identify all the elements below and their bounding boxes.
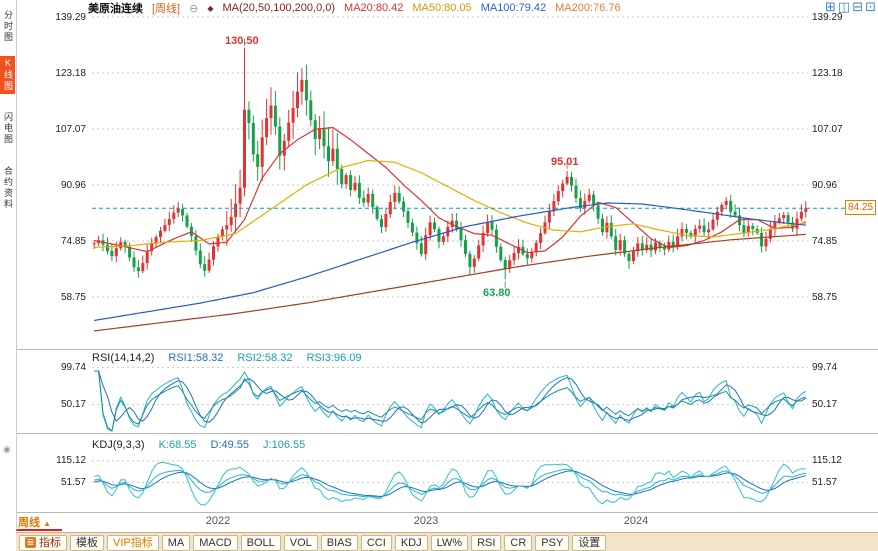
layout-vsplit-icon[interactable]: ◫: [837, 0, 851, 14]
price-axis-label: 123.18: [812, 68, 843, 79]
rsi-axis-label: 99.74: [60, 362, 86, 373]
period-underline: [16, 529, 62, 531]
rsi1-value: RSI1:58.32: [168, 352, 224, 364]
rsi-axis-label: 50.17: [812, 399, 838, 410]
tab-settings[interactable]: 设置: [572, 534, 607, 551]
period-text: 周线: [18, 517, 40, 529]
sidebar-item-kline-chart[interactable]: K线图: [0, 56, 15, 94]
kdj-title[interactable]: KDJ(9,3,3): [92, 439, 145, 451]
rsi3-value: RSI3:96.09: [306, 352, 362, 364]
price-axis-label: 58.75: [60, 292, 86, 303]
kdj-legend: KDJ(9,3,3) K:68.55 D:49.55 J:106.55: [92, 439, 305, 451]
price-axis-label: 74.85: [812, 236, 838, 247]
layout-single-icon[interactable]: ⊡: [865, 0, 876, 14]
ma50-value: MA50:80.05: [412, 2, 472, 14]
rsi-axis-label: 50.17: [60, 399, 86, 410]
tab-vip-indicator[interactable]: VIP指标: [107, 534, 159, 551]
ma200-value: MA200:76.76: [555, 2, 621, 14]
price-axis-label: 107.07: [55, 124, 86, 135]
kdj-axis-label: 51.57: [60, 477, 86, 488]
tab-template[interactable]: 模板: [70, 534, 104, 551]
d-value: D:49.55: [210, 439, 250, 451]
period-arrow-icon: ▲: [43, 519, 51, 528]
panel-separator: [16, 433, 878, 434]
price-axis-label: 139.29: [812, 12, 843, 23]
tab-vol[interactable]: VOL: [283, 534, 318, 551]
ma100-value: MA100:79.42: [480, 2, 547, 14]
tab-rsi[interactable]: RSI: [471, 534, 502, 551]
price-axis-label: 107.07: [812, 124, 843, 135]
secondary-high-annotation: 95.01: [551, 156, 579, 168]
rsi-axis-label: 99.74: [812, 362, 838, 373]
tab-kdj[interactable]: KDJ: [394, 534, 428, 551]
price-axis-label: 74.85: [60, 236, 86, 247]
rsi2-value: RSI2:58.32: [237, 352, 293, 364]
year-label: 2022: [205, 515, 231, 527]
period-selector[interactable]: 周线 ▲: [18, 514, 51, 530]
indicator-tab-bar: ≣ 指标 模板 VIP指标 MA MACD BOLL VOL BIAS CCI K…: [16, 532, 878, 551]
k-value: K:68.55: [158, 439, 197, 451]
zoom-out-icon[interactable]: ⊖: [189, 2, 199, 15]
panel-separator: [16, 349, 878, 350]
sidebar-item-contract-info[interactable]: 合约资料: [3, 166, 13, 210]
price-axis-label: 90.96: [60, 180, 86, 191]
sidebar-item-time-chart[interactable]: 分时图: [3, 10, 13, 43]
price-axis-label: 58.75: [812, 292, 838, 303]
tab-ma[interactable]: MA: [161, 534, 191, 551]
rsi-legend: RSI(14,14,2) RSI1:58.32 RSI2:58.32 RSI3:…: [92, 352, 362, 364]
tab-macd[interactable]: MACD: [193, 534, 238, 551]
panel-separator: [16, 512, 878, 513]
indicator-icon: ≣: [25, 537, 36, 548]
kdj-axis-label: 51.57: [812, 477, 838, 488]
last-price-tag: 84.25: [845, 200, 877, 215]
tab-psy[interactable]: PSY: [535, 534, 570, 551]
low-price-annotation: 63.80: [483, 287, 511, 299]
price-axis-label: 90.96: [812, 180, 838, 191]
period-tag: [周线]: [152, 3, 181, 15]
peak-price-annotation: 130.50: [225, 35, 259, 47]
kdj-axis-label: 115.12: [56, 455, 86, 466]
symbol-name: 美原油连续: [88, 3, 143, 15]
diamond-icon: ◆: [207, 3, 214, 13]
tab-cci[interactable]: CCI: [360, 534, 392, 551]
ma-settings-label[interactable]: MA(20,50,100,200,0,0): [222, 2, 336, 14]
ma20-value: MA20:80.42: [344, 2, 404, 14]
j-value: J:106.55: [263, 439, 306, 451]
layout-hsplit-icon[interactable]: ⊟: [852, 0, 864, 14]
rsi-title[interactable]: RSI(14,14,2): [92, 352, 155, 364]
price-axis-label: 123.18: [55, 68, 86, 79]
kdj-axis-label: 115.12: [812, 455, 842, 466]
layout-grid-icon[interactable]: ⊞: [824, 0, 836, 14]
chart-header: 美原油连续 [周线] ⊖ ◆ MA(20,50,100,200,0,0) MA2…: [16, 0, 878, 16]
kdj-panel-icon[interactable]: ◉: [3, 444, 11, 454]
tab-boll[interactable]: BOLL: [240, 534, 281, 551]
tab-bias[interactable]: BIAS: [320, 534, 358, 551]
year-label: 2023: [413, 515, 439, 527]
layout-icon-group: ⊞ ◫ ⊟ ⊡: [825, 0, 876, 14]
price-axis-label: 139.29: [55, 12, 86, 23]
tab-lw[interactable]: LW%: [430, 534, 469, 551]
tab-cr[interactable]: CR: [504, 534, 533, 551]
tab-indicator[interactable]: ≣ 指标: [19, 534, 67, 551]
left-sidebar: 分时图 K线图 闪电图 合约资料: [0, 0, 17, 530]
year-label: 2024: [623, 515, 649, 527]
sidebar-item-lightning-chart[interactable]: 闪电图: [3, 112, 13, 145]
